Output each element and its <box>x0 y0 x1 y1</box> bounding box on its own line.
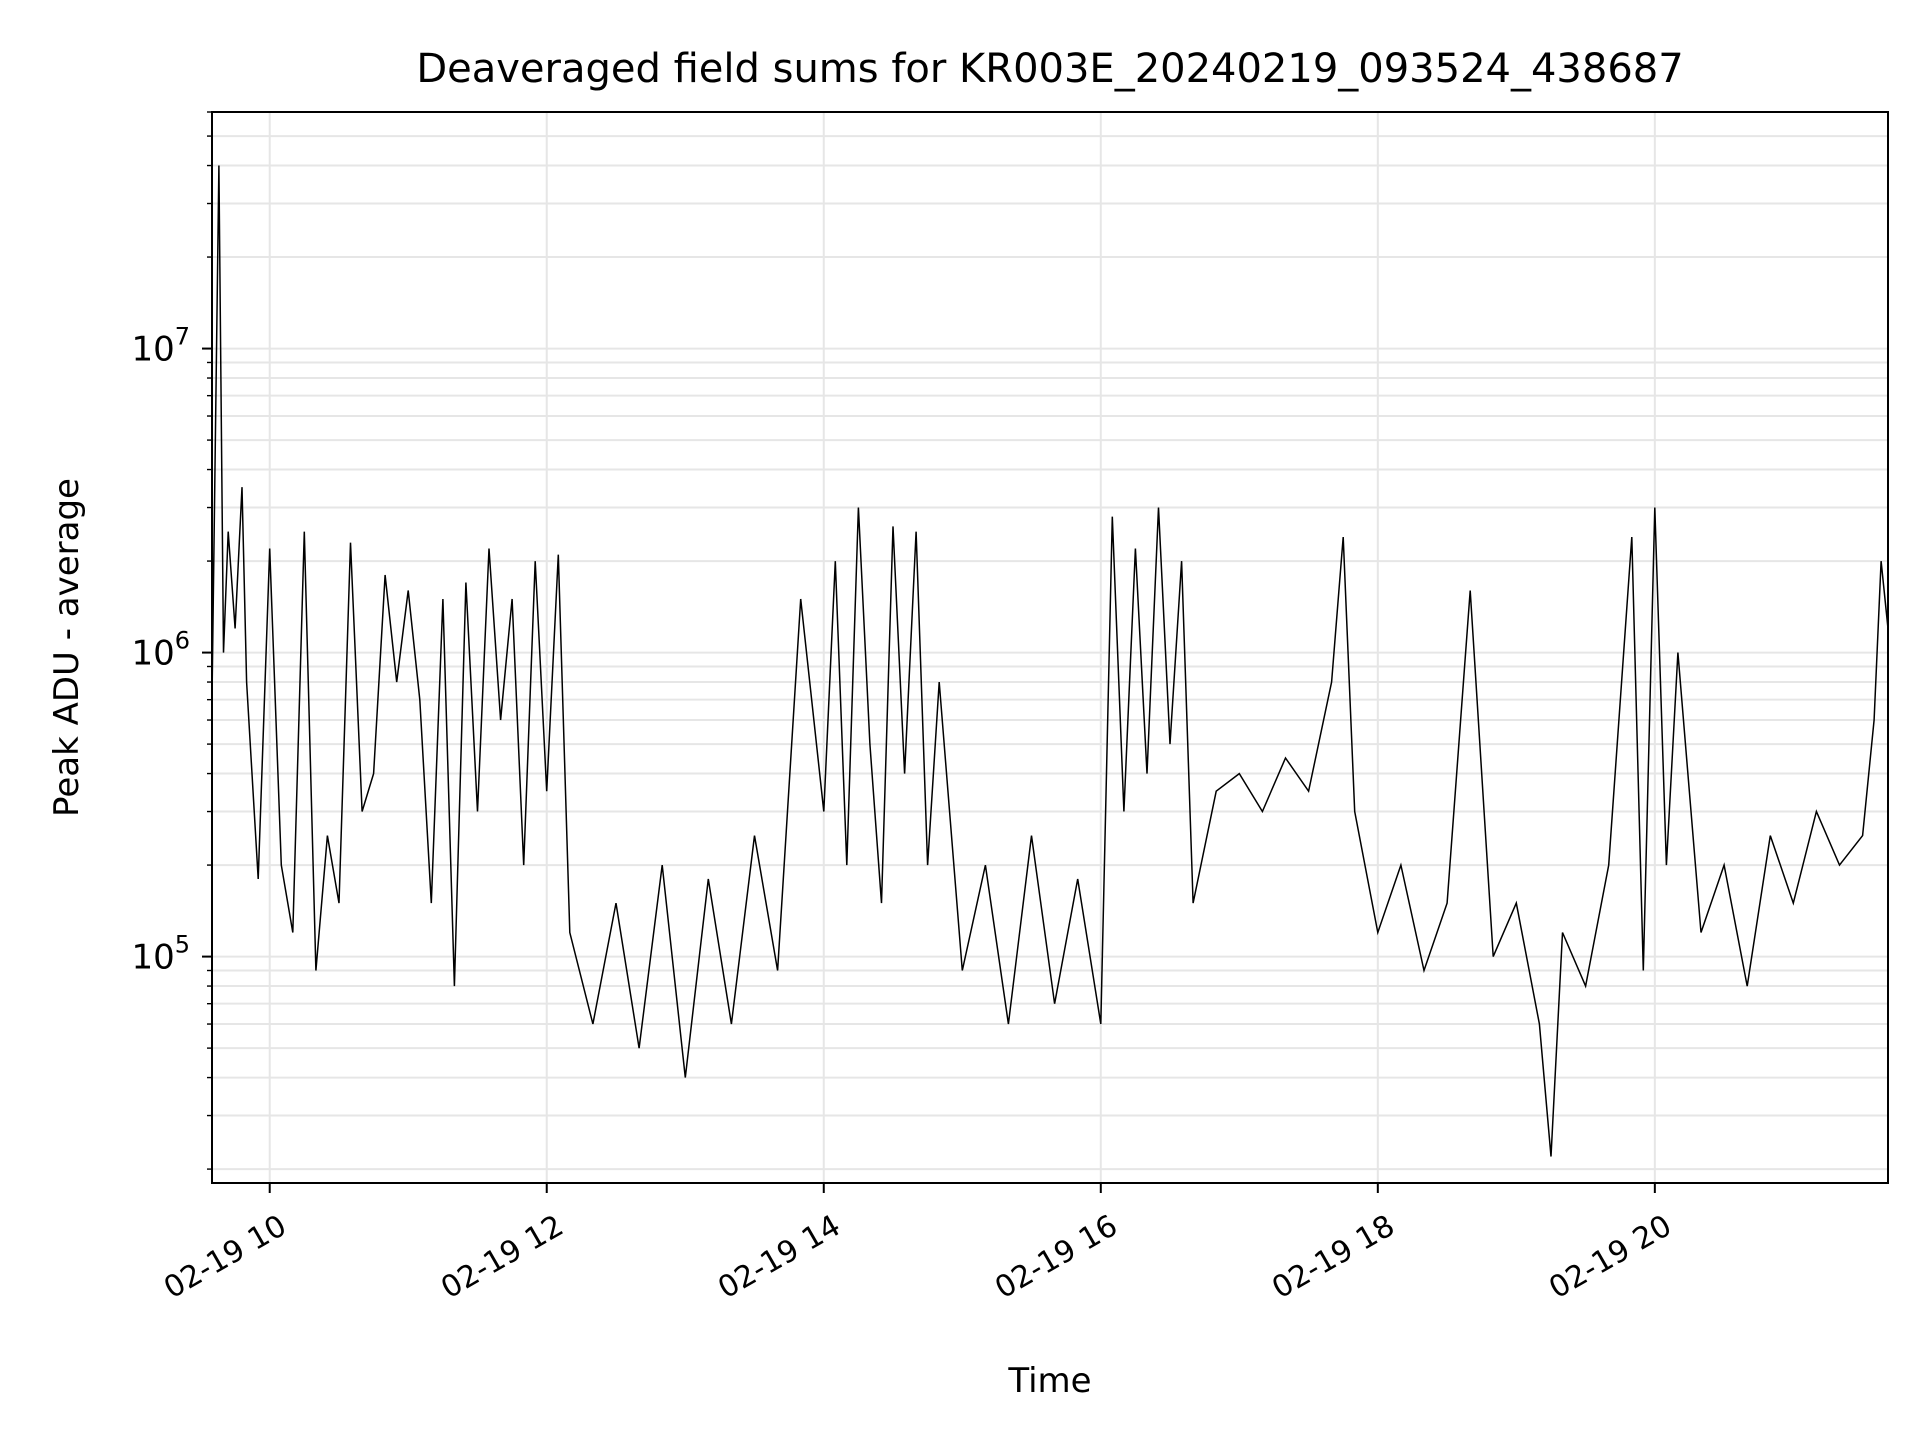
x-tick-label: 02-19 20 <box>1543 1208 1677 1306</box>
y-tick-label: 106 <box>131 627 190 674</box>
axes-frame <box>211 111 1889 1184</box>
x-axis-label: Time <box>1007 1361 1091 1401</box>
x-tick-label: 02-19 10 <box>158 1208 292 1306</box>
series-line <box>211 165 1889 1157</box>
y-tick-label: 107 <box>131 323 190 370</box>
x-tick-label: 02-19 12 <box>435 1208 569 1306</box>
y-tick-label: 105 <box>131 931 190 978</box>
x-tick-label: 02-19 16 <box>989 1208 1123 1306</box>
y-tick-exponent: 5 <box>175 931 190 959</box>
x-tick-label: 02-19 18 <box>1266 1208 1400 1306</box>
chart-title: Deaveraged field sums for KR003E_2024021… <box>416 46 1683 92</box>
series-layer <box>211 165 1889 1157</box>
tick-layer: 02-19 10 02-19 12 02-19 14 02-19 16 02-19 18… <box>131 111 1678 1306</box>
y-tick-base: 10 <box>131 634 174 674</box>
y-tick-exponent: 6 <box>175 627 190 655</box>
x-tick-label: 02-19 14 <box>712 1208 846 1306</box>
y-tick-base: 10 <box>131 938 174 978</box>
y-axis-label: Peak ADU - average <box>47 478 87 817</box>
y-tick-base: 10 <box>131 330 174 370</box>
y-tick-exponent: 7 <box>175 323 190 351</box>
